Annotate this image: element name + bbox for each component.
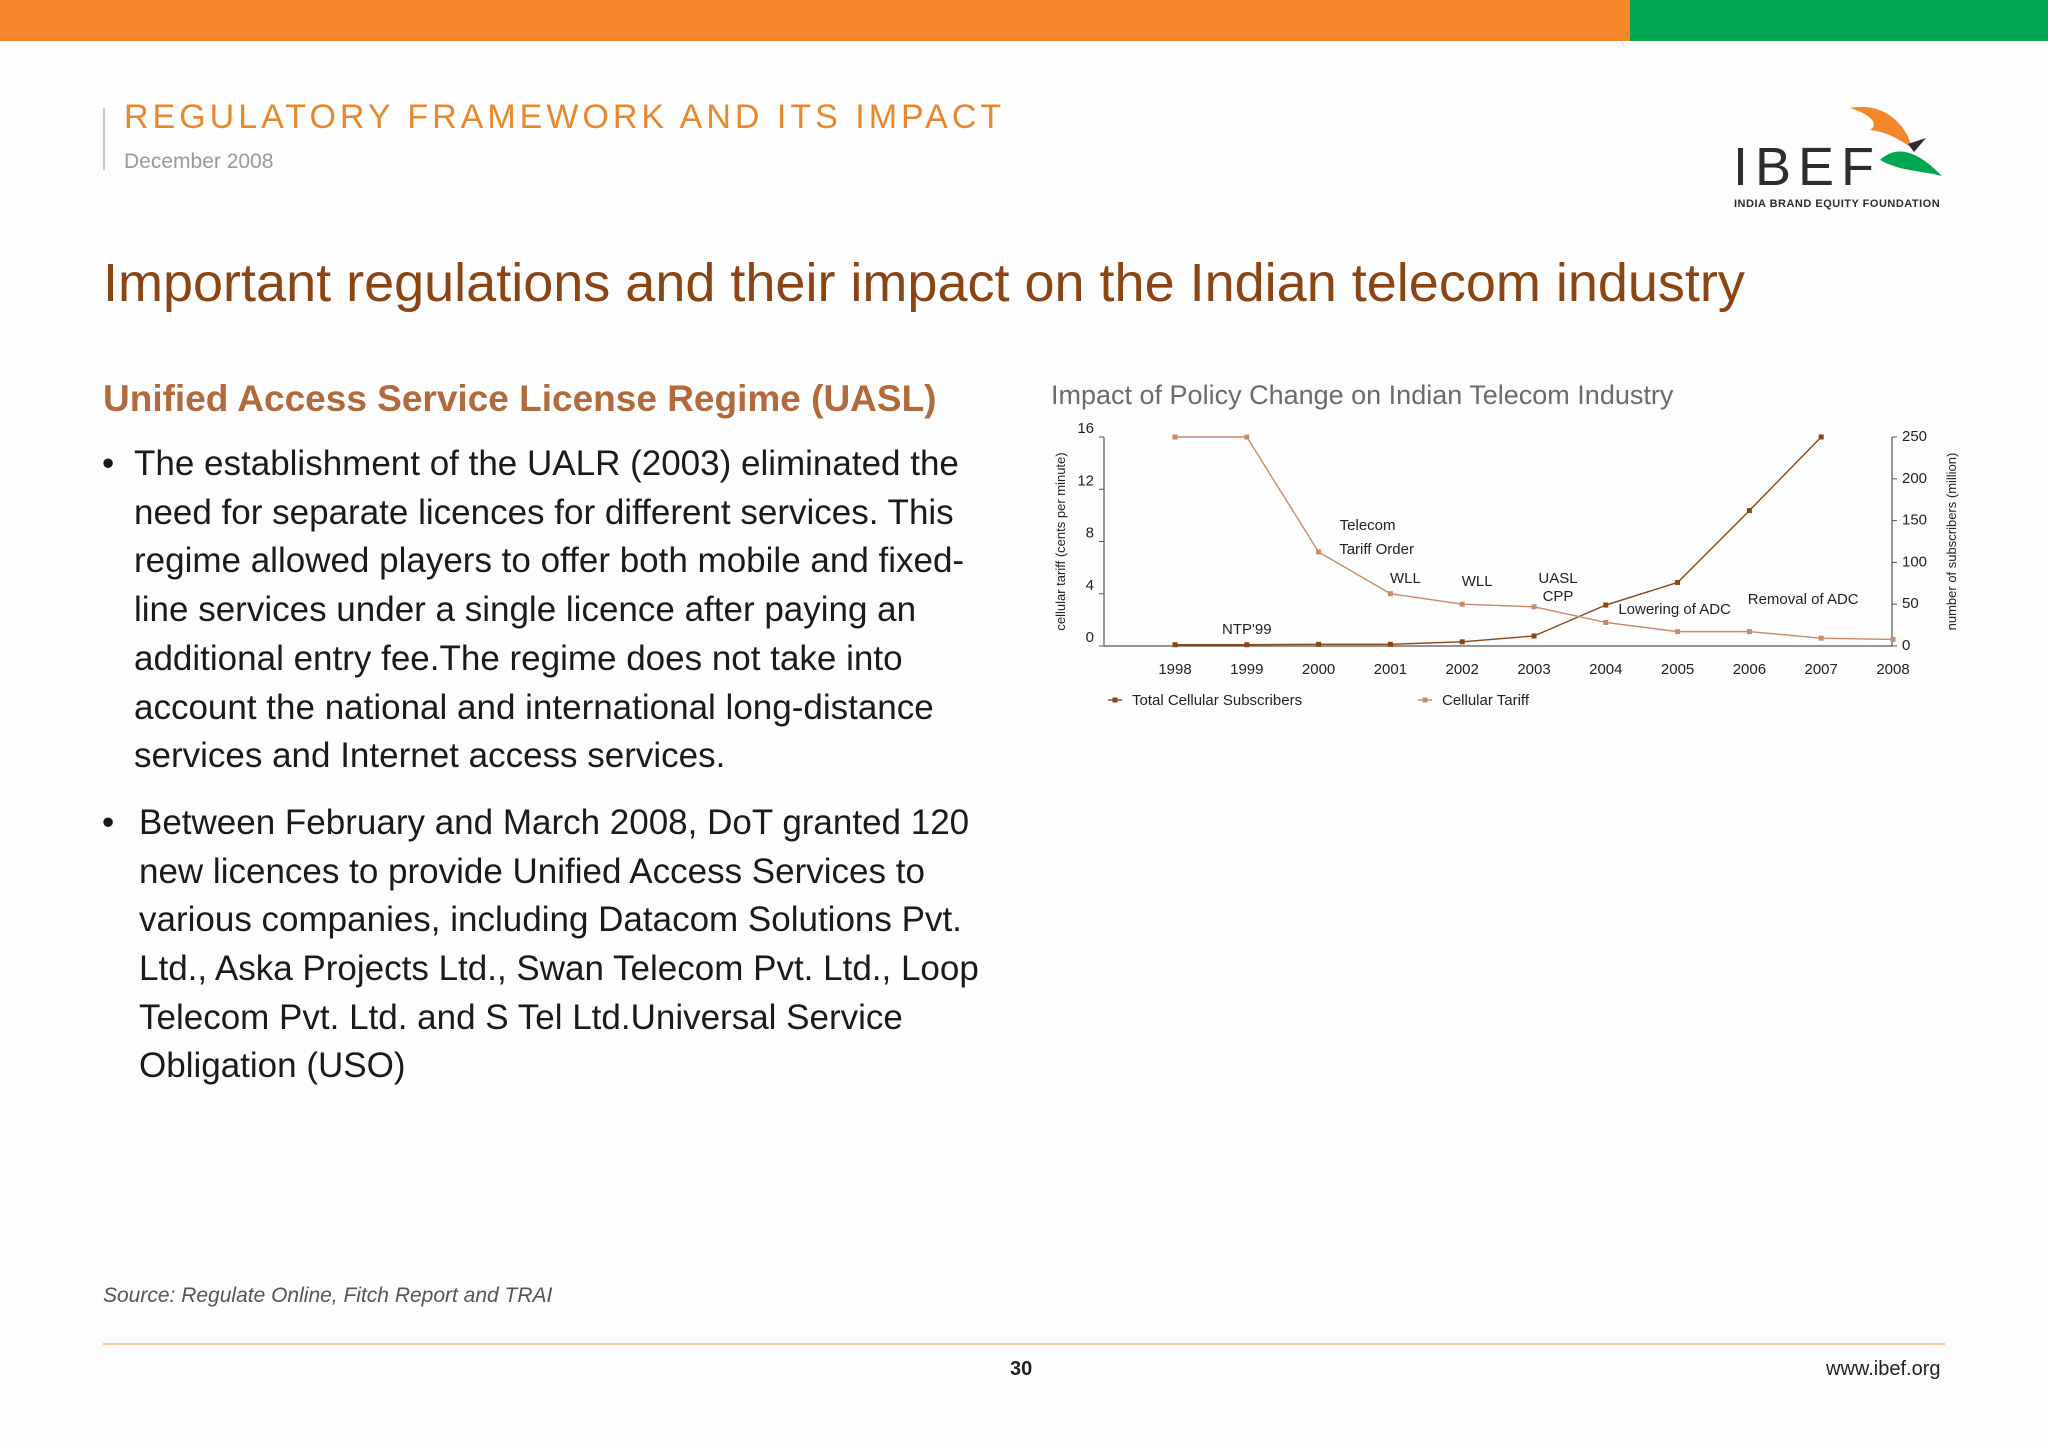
data-point-tariff — [1244, 434, 1250, 440]
x-tick-label: 2008 — [1876, 661, 1909, 678]
left-y-tick-label: 4 — [1086, 577, 1094, 594]
bullet-marker: • — [102, 802, 115, 842]
x-tick-label: 1998 — [1158, 661, 1191, 678]
chart-annotation: WLL — [1390, 570, 1421, 587]
right-y-tick-label: 0 — [1902, 637, 1910, 654]
data-point-subscribers — [1746, 508, 1752, 514]
data-point-subscribers — [1459, 639, 1465, 645]
data-point-subscribers — [1244, 642, 1250, 648]
data-point-subscribers — [1172, 642, 1178, 648]
x-tick-label: 2001 — [1374, 661, 1407, 678]
legend-label: Total Cellular Subscribers — [1132, 692, 1302, 709]
data-point-tariff — [1890, 636, 1896, 642]
website-link: www.ibef.org — [1826, 1358, 1941, 1380]
right-y-tick-label: 150 — [1902, 512, 1927, 529]
bullet-list: • The establishment of the UALR (2003) e… — [100, 440, 1000, 1091]
chart-annotation: CPP — [1543, 588, 1574, 605]
x-tick-label: 2003 — [1517, 661, 1550, 678]
data-point-tariff — [1459, 601, 1465, 607]
top-color-bar — [0, 0, 2048, 41]
data-point-tariff — [1746, 629, 1752, 635]
logo-bird-head-icon — [1908, 138, 1926, 152]
data-point-subscribers — [1531, 633, 1537, 639]
data-point-subscribers — [1675, 579, 1681, 585]
x-tick-label: 2006 — [1733, 661, 1766, 678]
chart-annotation: Lowering of ADC — [1618, 601, 1731, 618]
right-y-tick-label: 100 — [1902, 553, 1927, 570]
top-bar-orange-segment — [0, 0, 1630, 41]
chart-annotation: WLL — [1462, 573, 1493, 590]
data-point-tariff — [1172, 434, 1178, 440]
right-y-tick-label: 250 — [1902, 428, 1927, 445]
ibef-logo — [1850, 106, 1942, 176]
chart-annotation: Removal of ADC — [1748, 591, 1859, 608]
chart-annotation: Telecom — [1340, 517, 1396, 534]
data-point-subscribers — [1818, 434, 1824, 440]
data-point-tariff — [1387, 591, 1393, 597]
x-tick-label: 2002 — [1446, 661, 1479, 678]
left-y-tick-label: 0 — [1086, 629, 1094, 646]
chart-title: Impact of Policy Change on Indian Teleco… — [1051, 380, 1674, 410]
right-y-tick-label: 200 — [1902, 470, 1927, 487]
data-point-tariff — [1316, 549, 1322, 555]
bullet-marker: • — [102, 444, 115, 483]
top-bar-green-segment — [1630, 0, 2048, 41]
header-divider — [103, 108, 105, 170]
legend-marker-subscribers — [1112, 697, 1118, 703]
data-point-tariff — [1603, 619, 1609, 625]
document-date: December 2008 — [124, 150, 274, 173]
data-point-tariff — [1675, 629, 1681, 635]
legend-label: Cellular Tariff — [1442, 692, 1530, 709]
left-y-tick-label: 12 — [1077, 472, 1094, 489]
x-tick-label: 2005 — [1661, 661, 1694, 678]
policy-impact-chart: 0 4 8 12 16 0 50 100 150 200 250 1998 1999 2000 2001 20… — [1053, 420, 1959, 709]
logo-wordmark: IBEF — [1733, 137, 1882, 197]
footer-divider — [103, 1343, 1945, 1345]
section-title: REGULATORY FRAMEWORK AND ITS IMPACT — [124, 98, 1006, 136]
page-title: Important regulations and their impact o… — [103, 253, 1745, 313]
x-tick-label: 2000 — [1302, 661, 1335, 678]
logo-green-wing-icon — [1880, 151, 1942, 176]
section-heading: Unified Access Service License Regime (U… — [103, 378, 937, 419]
left-y-tick-label: 8 — [1086, 525, 1094, 542]
source-note: Source: Regulate Online, Fitch Report an… — [103, 1284, 553, 1307]
left-y-axis-label: cellular tariff (cents per minute) — [1053, 452, 1068, 630]
x-tick-label: 1999 — [1230, 661, 1263, 678]
chart-annotation: NTP'99 — [1222, 621, 1272, 638]
chart-annotation: UASL — [1538, 570, 1577, 587]
data-point-tariff — [1531, 604, 1537, 610]
bullet-text: Between February and March 2008, DoT gra… — [139, 802, 979, 1086]
bullet-text: The establishment of the UALR (2003) eli… — [134, 444, 965, 776]
left-y-tick-label: 16 — [1077, 420, 1094, 437]
x-tick-label: 2004 — [1589, 661, 1622, 678]
data-point-subscribers — [1316, 641, 1322, 647]
right-y-tick-label: 50 — [1902, 595, 1919, 612]
bullet-item: • The establishment of the UALR (2003) e… — [100, 440, 1000, 781]
logo-subtitle: INDIA BRAND EQUITY FOUNDATION — [1734, 198, 1941, 210]
series-line-subscribers — [1175, 436, 1822, 646]
data-point-subscribers — [1603, 602, 1609, 608]
legend-marker-tariff — [1422, 697, 1428, 703]
data-point-tariff — [1818, 635, 1824, 641]
chart-annotation: Tariff Order — [1339, 541, 1414, 558]
data-point-subscribers — [1387, 641, 1393, 647]
x-tick-label: 2007 — [1805, 661, 1838, 678]
right-y-axis-label: number of subscribers (million) — [1944, 453, 1959, 631]
bullet-item: • Between February and March 2008, DoT g… — [100, 799, 1000, 1091]
logo-orange-wing-icon — [1850, 106, 1912, 148]
page-number: 30 — [1010, 1358, 1033, 1380]
